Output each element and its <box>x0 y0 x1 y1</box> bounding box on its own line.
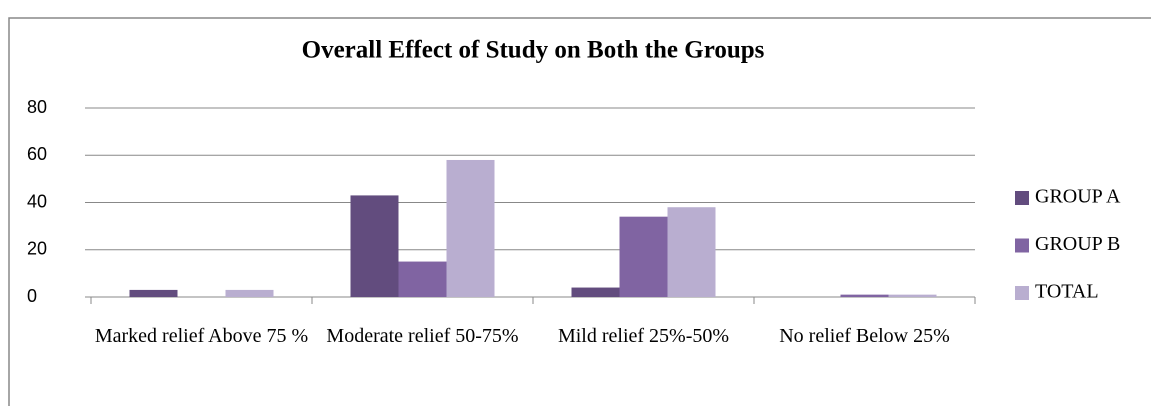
y-tick-label: 20 <box>27 239 47 259</box>
bar <box>620 217 668 297</box>
bar <box>399 262 447 297</box>
bar <box>889 295 937 297</box>
legend-label: TOTAL <box>1035 281 1099 303</box>
y-tick-label: 60 <box>27 144 47 164</box>
bar <box>130 290 178 297</box>
legend-swatch <box>1015 286 1029 300</box>
page: Overall Effect of Study on Both the Grou… <box>0 0 1151 406</box>
y-tick-label: 0 <box>27 286 37 306</box>
y-tick-label: 80 <box>27 97 47 117</box>
bar <box>351 195 399 297</box>
bar <box>841 295 889 297</box>
x-tick-label: No relief Below 25% <box>757 322 972 350</box>
chart-title: Overall Effect of Study on Both the Grou… <box>302 37 765 64</box>
bar <box>226 290 274 297</box>
legend-label: GROUP B <box>1035 233 1120 255</box>
legend-swatch <box>1015 191 1029 205</box>
legend-label: GROUP A <box>1035 186 1121 208</box>
y-tick-label: 40 <box>27 191 47 211</box>
x-tick-label: Moderate relief 50-75% <box>315 322 530 350</box>
bar <box>447 160 495 297</box>
x-tick-label: Mild relief 25%-50% <box>536 322 751 350</box>
bar <box>572 288 620 297</box>
legend-swatch <box>1015 239 1029 253</box>
x-tick-label: Marked relief Above 75 % <box>94 322 309 350</box>
bar <box>668 207 716 297</box>
